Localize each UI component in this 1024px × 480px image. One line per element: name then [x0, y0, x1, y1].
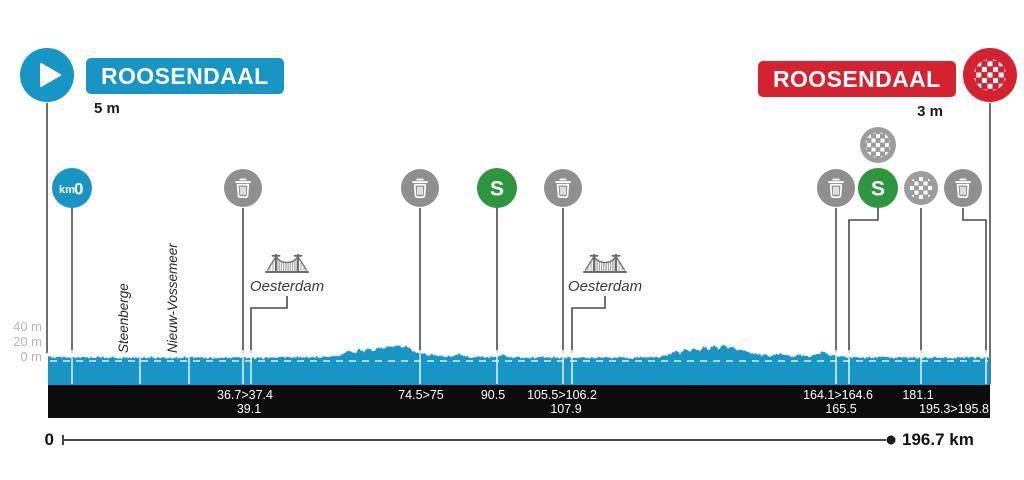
- checkered-circle-icon: [860, 127, 896, 163]
- svg-text:km: km: [59, 184, 75, 196]
- trash-icon: [401, 169, 439, 207]
- y-axis-label-20m: 20 m: [13, 334, 42, 349]
- start-town-label: ROOSENDAAL: [101, 63, 269, 89]
- km0-circle-icon: km 0: [52, 168, 92, 208]
- suspension-bridge-icon: [583, 253, 627, 274]
- sprint-icon: S: [477, 168, 517, 208]
- distance-scale-end-dot: [886, 435, 896, 445]
- trash-icon: [817, 169, 855, 207]
- svg-text:S: S: [871, 178, 885, 201]
- bridge-name-label: Oesterdam: [249, 278, 325, 295]
- sprint-icon: S: [858, 168, 898, 208]
- svg-text:S: S: [490, 178, 504, 201]
- start-play-icon: [20, 48, 74, 102]
- svg-text:0: 0: [74, 180, 83, 199]
- trash-icon: [224, 169, 262, 207]
- trash-icon: [544, 169, 582, 207]
- y-axis-label-0m: 0 m: [20, 349, 42, 364]
- start-elevation: 5 m: [94, 100, 120, 117]
- km-marker-bar: [48, 385, 990, 418]
- sprint-leader-line: [848, 208, 879, 353]
- y-axis-label-40m: 40 m: [13, 319, 42, 334]
- place-label: Nieuw-Vossemeer: [165, 243, 180, 353]
- trash-icon: [944, 169, 982, 207]
- finish-town-label: ROOSENDAAL: [773, 66, 941, 92]
- place-label: Steenberge: [116, 283, 131, 353]
- finish-elevation: 3 m: [917, 103, 943, 120]
- scale-end-label: 196.7 km: [902, 430, 974, 449]
- bridge-name-label: Oesterdam: [567, 278, 643, 295]
- finish-town-banner: ROOSENDAAL: [758, 61, 956, 97]
- bridge-leader-line: [571, 296, 606, 353]
- bridge-leader-line: [250, 296, 288, 353]
- checkered-circle-icon: [904, 171, 938, 205]
- waste-zone-leader-line: [962, 208, 987, 353]
- finish-checkered-icon: [963, 48, 1017, 102]
- start-town-banner: ROOSENDAAL: [86, 58, 284, 94]
- scale-start-label: 0: [44, 430, 54, 449]
- suspension-bridge-icon: [265, 253, 309, 274]
- elevation-profile-area: [48, 344, 990, 385]
